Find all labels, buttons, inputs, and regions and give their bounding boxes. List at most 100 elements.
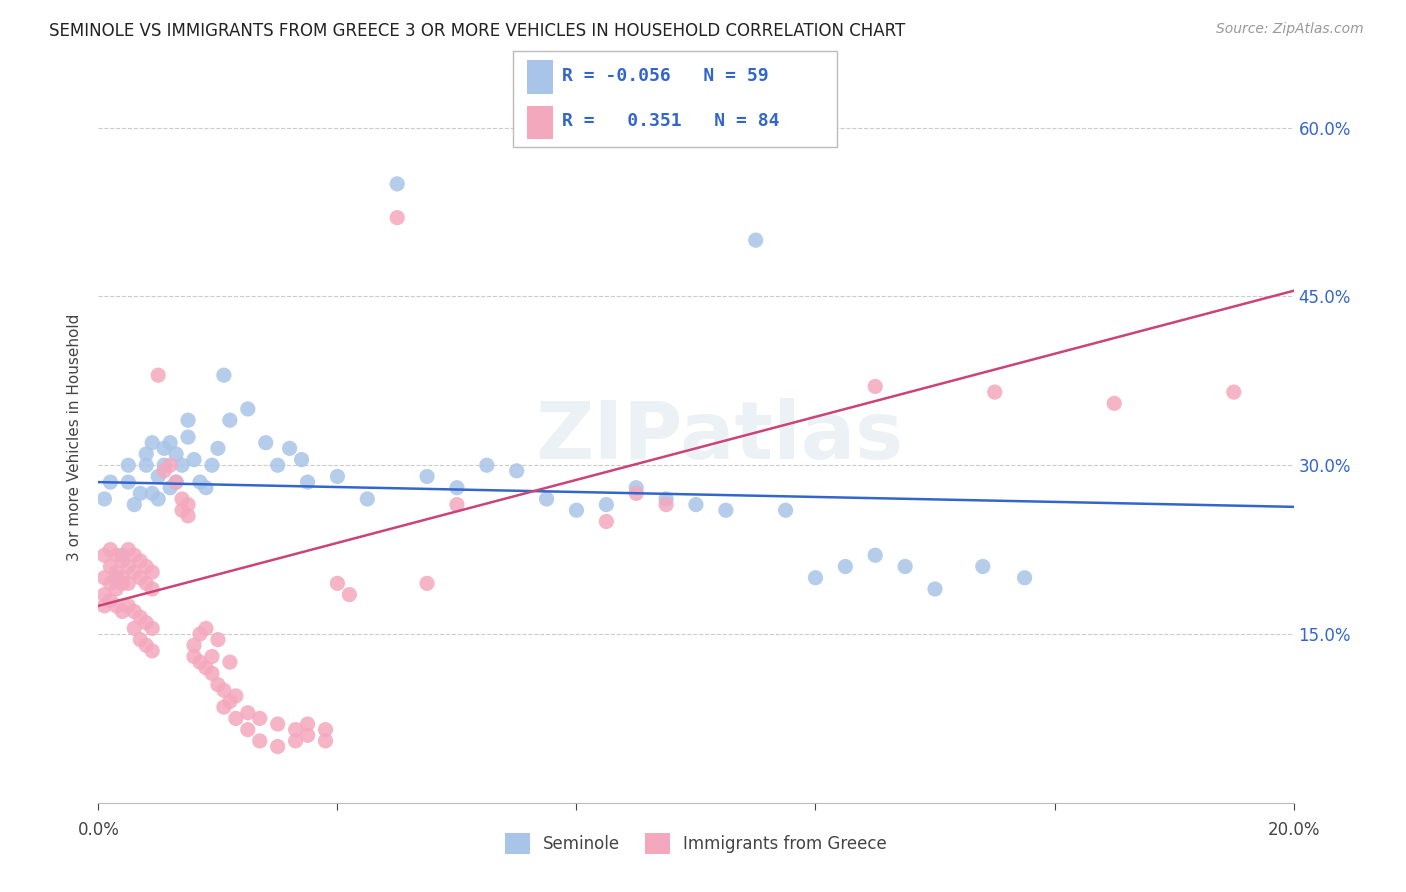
- Point: [315, 723, 337, 737]
- Point: [124, 498, 146, 512]
- Point: [219, 413, 242, 427]
- Point: [141, 565, 163, 579]
- Point: [446, 481, 468, 495]
- Point: [93, 491, 115, 506]
- Point: [98, 576, 122, 591]
- Point: [135, 615, 157, 630]
- Point: [297, 475, 319, 489]
- Point: [212, 368, 235, 383]
- Point: [834, 559, 856, 574]
- Point: [148, 368, 170, 383]
- Point: [148, 491, 170, 506]
- Point: [356, 491, 378, 506]
- Point: [254, 435, 277, 450]
- Point: [111, 548, 134, 562]
- Point: [93, 548, 115, 562]
- Point: [212, 683, 235, 698]
- Point: [284, 734, 307, 748]
- Text: SEMINOLE VS IMMIGRANTS FROM GREECE 3 OR MORE VEHICLES IN HOUSEHOLD CORRELATION C: SEMINOLE VS IMMIGRANTS FROM GREECE 3 OR …: [49, 22, 905, 40]
- Point: [165, 475, 187, 489]
- Point: [135, 638, 157, 652]
- Point: [1104, 396, 1126, 410]
- Point: [153, 464, 176, 478]
- Point: [129, 486, 152, 500]
- Point: [236, 723, 259, 737]
- Point: [129, 632, 152, 647]
- Point: [135, 458, 157, 473]
- Point: [475, 458, 498, 473]
- Point: [804, 571, 827, 585]
- Point: [188, 475, 211, 489]
- Y-axis label: 3 or more Vehicles in Household: 3 or more Vehicles in Household: [67, 313, 83, 561]
- Point: [326, 469, 349, 483]
- Point: [595, 515, 617, 529]
- Point: [124, 621, 146, 635]
- Point: [267, 739, 290, 754]
- Point: [249, 734, 271, 748]
- Point: [117, 458, 139, 473]
- Point: [446, 498, 468, 512]
- Point: [117, 599, 139, 613]
- Point: [117, 559, 139, 574]
- Point: [195, 661, 218, 675]
- Point: [595, 498, 617, 512]
- Point: [225, 689, 247, 703]
- Point: [984, 385, 1007, 400]
- Point: [894, 559, 917, 574]
- Point: [98, 559, 122, 574]
- Point: [297, 717, 319, 731]
- Point: [117, 542, 139, 557]
- Point: [124, 565, 146, 579]
- Point: [135, 559, 157, 574]
- Point: [172, 458, 194, 473]
- Text: Source: ZipAtlas.com: Source: ZipAtlas.com: [1216, 22, 1364, 37]
- Point: [188, 627, 211, 641]
- Point: [159, 481, 181, 495]
- Point: [326, 576, 349, 591]
- Point: [267, 717, 290, 731]
- Point: [111, 554, 134, 568]
- Text: ZIPatlas: ZIPatlas: [536, 398, 904, 476]
- Point: [153, 442, 176, 456]
- Point: [207, 632, 229, 647]
- Point: [1014, 571, 1036, 585]
- Point: [655, 498, 678, 512]
- Point: [111, 576, 134, 591]
- Point: [284, 723, 307, 737]
- Point: [105, 599, 128, 613]
- Point: [117, 576, 139, 591]
- Point: [165, 475, 187, 489]
- Point: [93, 571, 115, 585]
- Point: [98, 593, 122, 607]
- Point: [219, 655, 242, 669]
- Point: [141, 435, 163, 450]
- Point: [141, 621, 163, 635]
- Point: [565, 503, 588, 517]
- Point: [129, 571, 152, 585]
- Text: R = -0.056   N = 59: R = -0.056 N = 59: [562, 67, 769, 85]
- Point: [135, 447, 157, 461]
- Point: [626, 486, 648, 500]
- Point: [207, 442, 229, 456]
- Point: [183, 638, 205, 652]
- Point: [297, 728, 319, 742]
- Point: [117, 475, 139, 489]
- Point: [111, 571, 134, 585]
- Point: [315, 734, 337, 748]
- Point: [93, 599, 115, 613]
- Legend: Seminole, Immigrants from Greece: Seminole, Immigrants from Greece: [498, 827, 894, 860]
- Point: [177, 508, 200, 523]
- Point: [129, 610, 152, 624]
- Point: [291, 452, 314, 467]
- Point: [124, 548, 146, 562]
- Point: [249, 711, 271, 725]
- Point: [385, 177, 409, 191]
- Point: [129, 554, 152, 568]
- Point: [124, 605, 146, 619]
- Point: [201, 666, 224, 681]
- Point: [111, 605, 134, 619]
- Point: [159, 435, 181, 450]
- Point: [105, 548, 128, 562]
- Point: [267, 458, 290, 473]
- Point: [685, 498, 707, 512]
